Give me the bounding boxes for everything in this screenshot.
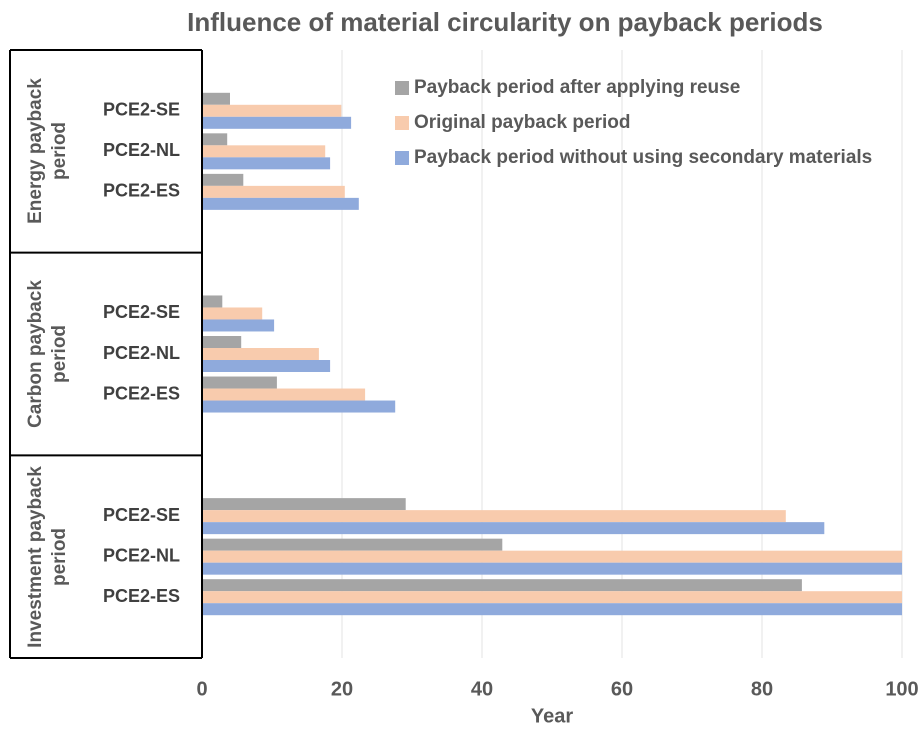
group-label: Investment payback period xyxy=(25,465,70,648)
bar xyxy=(202,197,359,210)
bar xyxy=(202,498,406,511)
y-tick-label: PCE2-SE xyxy=(103,100,180,120)
bar xyxy=(202,562,902,575)
bar xyxy=(202,360,331,372)
y-tick-label: PCE2-NL xyxy=(103,545,180,565)
x-tick-label: 0 xyxy=(196,678,207,700)
bar xyxy=(202,92,230,105)
x-tick-label: 20 xyxy=(331,678,353,700)
y-tick-label: PCE2-NL xyxy=(103,140,180,160)
legend-swatch xyxy=(395,116,409,130)
bar xyxy=(202,336,242,348)
bar xyxy=(202,307,263,320)
group-label: Carbon payback period xyxy=(25,280,70,428)
legend-label: Original payback period xyxy=(414,112,630,133)
bar xyxy=(202,348,319,360)
y-tick-label: PCE2-NL xyxy=(103,343,180,363)
x-tick-label: 100 xyxy=(885,678,918,700)
bar xyxy=(202,116,352,129)
legend-swatch xyxy=(395,81,409,95)
group-label: Energy payback period xyxy=(25,78,70,225)
x-tick-label: 60 xyxy=(611,678,633,700)
bar xyxy=(202,510,786,523)
bar xyxy=(202,591,902,604)
bar xyxy=(202,319,275,332)
y-tick-label: PCE2-SE xyxy=(103,302,180,322)
bar xyxy=(202,295,223,308)
bar xyxy=(202,376,277,389)
bar xyxy=(202,185,345,198)
bar xyxy=(202,133,228,146)
bar xyxy=(202,522,825,535)
bar xyxy=(202,579,802,592)
legend-label: Payback period after applying reuse xyxy=(414,77,740,98)
y-tick-label: PCE2-ES xyxy=(103,586,180,606)
y-tick-label: PCE2-ES xyxy=(103,383,180,403)
legend-label: Payback period without using secondary m… xyxy=(414,147,872,168)
bar xyxy=(202,538,503,551)
bar xyxy=(202,173,244,186)
y-tick-label: PCE2-SE xyxy=(103,505,180,525)
bar xyxy=(202,104,342,117)
bar xyxy=(202,550,902,563)
legend-swatch xyxy=(395,151,409,165)
bar xyxy=(202,145,326,158)
bar xyxy=(202,388,366,401)
y-tick-label: PCE2-ES xyxy=(103,181,180,201)
x-tick-label: 80 xyxy=(751,678,773,700)
x-tick-label: 40 xyxy=(471,678,493,700)
x-axis-label: Year xyxy=(531,705,573,727)
bar xyxy=(202,400,396,413)
bar xyxy=(202,157,331,170)
bar xyxy=(202,603,902,616)
chart-title: Influence of material circularity on pay… xyxy=(187,7,823,37)
